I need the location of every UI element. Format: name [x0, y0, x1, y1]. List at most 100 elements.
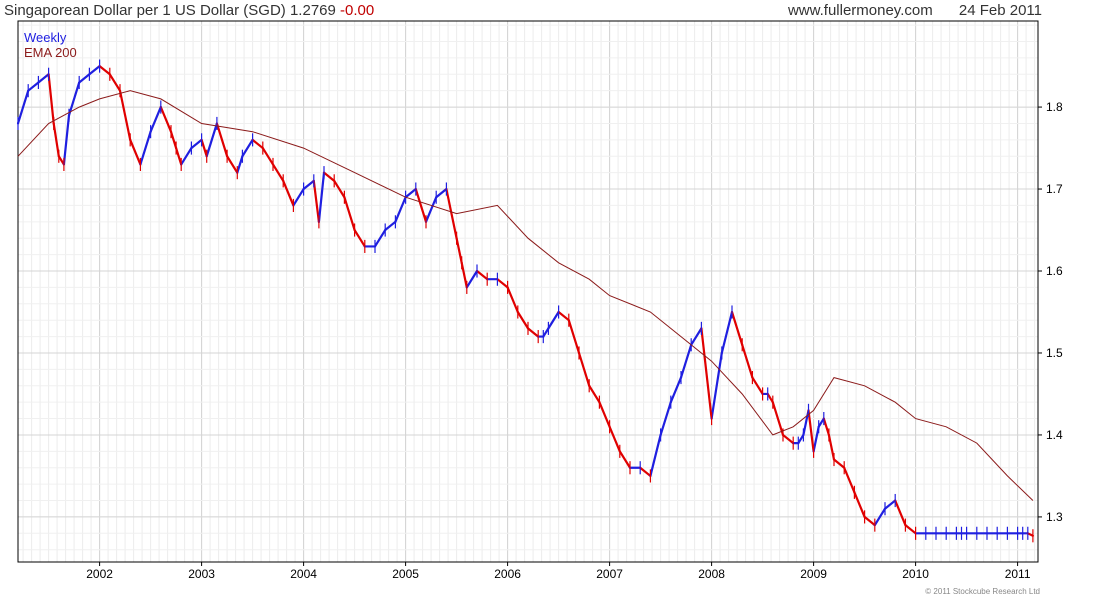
weekly-segment: [317, 171, 326, 223]
legend-weekly: Weekly: [24, 30, 67, 45]
weekly-segment: [659, 401, 672, 437]
weekly-segment: [608, 425, 621, 453]
copyright: © 2011 Stockcube Research Ltd: [925, 587, 1040, 596]
weekly-segment: [751, 376, 764, 396]
weekly-segment: [475, 269, 489, 281]
chart-date: 24 Feb 2011: [958, 2, 1042, 19]
axes: 2002 2003 2004 2005 2006 2007 2008 2009 2010 2011…: [17, 20, 1063, 581]
weekly-segment: [577, 351, 591, 387]
weekly-segment: [506, 286, 519, 314]
x-tick-label: 2011: [1005, 567, 1031, 581]
x-tick-label: 2003: [188, 567, 215, 581]
weekly-segment: [292, 187, 305, 207]
weekly-segment: [822, 417, 831, 437]
plot-area: [18, 21, 1038, 562]
weekly-segment: [261, 146, 275, 166]
weekly-segment: [832, 458, 846, 469]
weekly-segment: [817, 417, 825, 428]
weekly-segment: [414, 187, 428, 223]
weekly-segment: [904, 524, 917, 535]
weekly-segment: [190, 138, 203, 150]
weekly-segment: [730, 310, 744, 346]
weekly-segment: [129, 138, 142, 166]
weekly-segment: [98, 64, 111, 76]
weekly-segment: [139, 130, 152, 166]
weekly-segment: [567, 319, 581, 355]
weekly-segment: [118, 89, 132, 141]
weekly-segment: [1026, 532, 1035, 537]
weekly-segment: [37, 73, 50, 84]
weekly-segment: [771, 401, 785, 437]
weekly-segment: [343, 196, 356, 232]
weekly-segment: [205, 122, 218, 158]
weekly-segment: [251, 138, 264, 150]
plot-frame: [17, 20, 1039, 563]
weekly-segment: [690, 327, 703, 346]
chart-title-text: Singaporean Dollar per 1 US Dollar (SGD): [4, 2, 286, 19]
weekly-segment: [435, 187, 448, 199]
weekly-segment: [384, 220, 397, 232]
ema-200-line: [17, 90, 1034, 501]
weekly-segment: [649, 433, 662, 478]
weekly-segment: [424, 196, 438, 223]
weekly-segment: [175, 146, 183, 166]
weekly-segment: [333, 179, 346, 199]
weekly-segment: [516, 310, 530, 330]
header-right: www.fullermoney.com 24 Feb 2011: [788, 2, 1042, 19]
weekly-segment: [169, 130, 178, 150]
weekly-segment: [78, 73, 91, 84]
weekly-segment: [16, 89, 30, 125]
weekly-segment: [853, 491, 866, 519]
weekly-segment: [802, 409, 810, 437]
weekly-segment: [159, 105, 173, 133]
weekly-segment: [394, 196, 407, 223]
weekly-segment: [812, 425, 820, 453]
x-tick-label: 2009: [800, 567, 827, 581]
weekly-segment: [27, 81, 40, 92]
y-tick-label: 1.8: [1046, 100, 1063, 114]
x-tick-label: 2005: [392, 567, 419, 581]
weekly-segment: [241, 138, 254, 158]
y-tick-label: 1.6: [1046, 264, 1063, 278]
weekly-segment: [271, 163, 285, 182]
weekly-segment: [741, 343, 754, 379]
x-tick-label: 2004: [290, 567, 317, 581]
weekly-segment: [807, 409, 815, 453]
x-tick-label: 2010: [902, 567, 929, 581]
weekly-segment: [883, 499, 897, 510]
weekly-segment: [455, 237, 463, 264]
weekly-segment: [445, 187, 458, 240]
weekly-segment: [797, 433, 805, 445]
weekly-segment: [200, 138, 208, 158]
weekly-segment: [720, 310, 734, 355]
weekly-segment: [557, 310, 570, 322]
weekly-segment: [404, 187, 417, 199]
weekly-segment: [669, 376, 683, 404]
weekly-segment: [108, 73, 122, 92]
weekly-segment: [52, 122, 60, 158]
weekly-segment: [766, 392, 774, 404]
weekly-segment: [542, 327, 550, 338]
weekly-segment: [149, 105, 162, 133]
weekly-segment: [373, 228, 387, 248]
weekly-segment: [62, 114, 71, 166]
site-link[interactable]: www.fullermoney.com: [787, 2, 933, 19]
chart-title: Singaporean Dollar per 1 US Dollar (SGD)…: [4, 2, 374, 19]
weekly-segment: [873, 507, 887, 527]
change-value: -0.00: [340, 2, 375, 19]
legend-ema: EMA 200: [24, 45, 77, 60]
weekly-segment: [180, 146, 193, 166]
weekly-segment: [827, 433, 836, 461]
weekly-segment: [863, 515, 876, 527]
weekly-segment: [710, 351, 723, 420]
weekly-segment: [843, 466, 856, 494]
weekly-segment: [700, 327, 713, 420]
weekly-segment: [547, 310, 560, 330]
weekly-segment: [460, 261, 468, 289]
weekly-segment: [322, 171, 336, 182]
legend: Weekly EMA 200: [24, 30, 77, 60]
weekly-segment: [236, 155, 244, 174]
weekly-segment: [679, 343, 693, 379]
x-tick-label: 2008: [698, 567, 725, 581]
